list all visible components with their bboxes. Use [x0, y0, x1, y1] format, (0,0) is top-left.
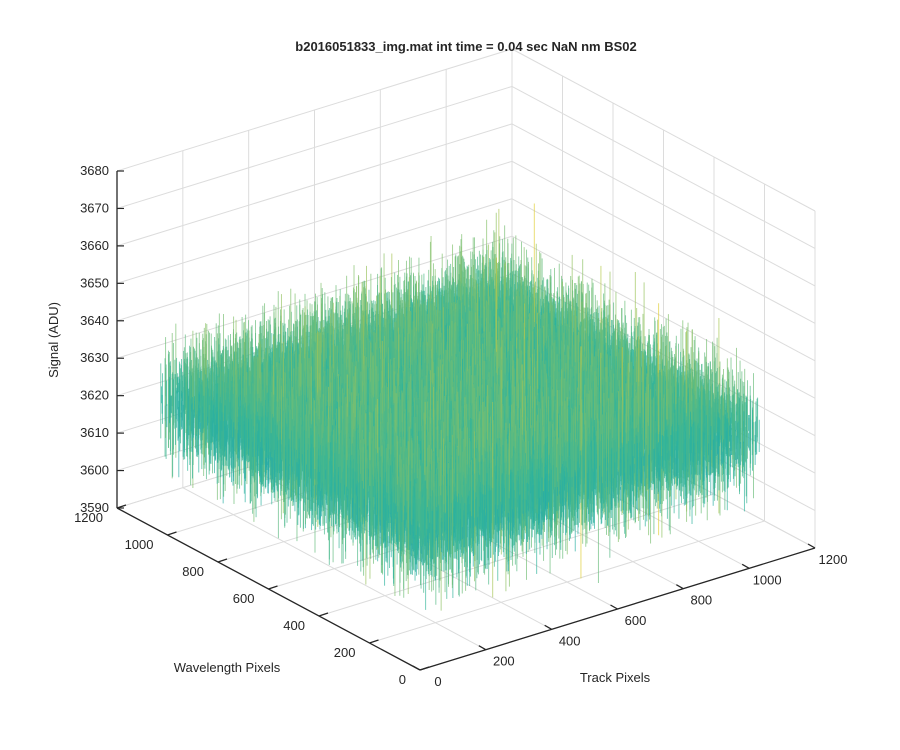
grid-line — [116, 198, 513, 322]
grid-line — [369, 520, 765, 644]
grid-line — [116, 123, 513, 247]
grid-line — [511, 198, 816, 362]
grid-line — [511, 86, 816, 249]
grid-line — [116, 48, 513, 172]
grid-line — [116, 235, 513, 359]
grid-line — [511, 160, 816, 324]
grid-line — [511, 48, 816, 212]
surface-noise-layer — [160, 203, 760, 611]
grid-line — [116, 160, 513, 284]
grid-line — [511, 235, 816, 399]
grid-line — [116, 85, 513, 209]
grid-line — [511, 123, 816, 287]
